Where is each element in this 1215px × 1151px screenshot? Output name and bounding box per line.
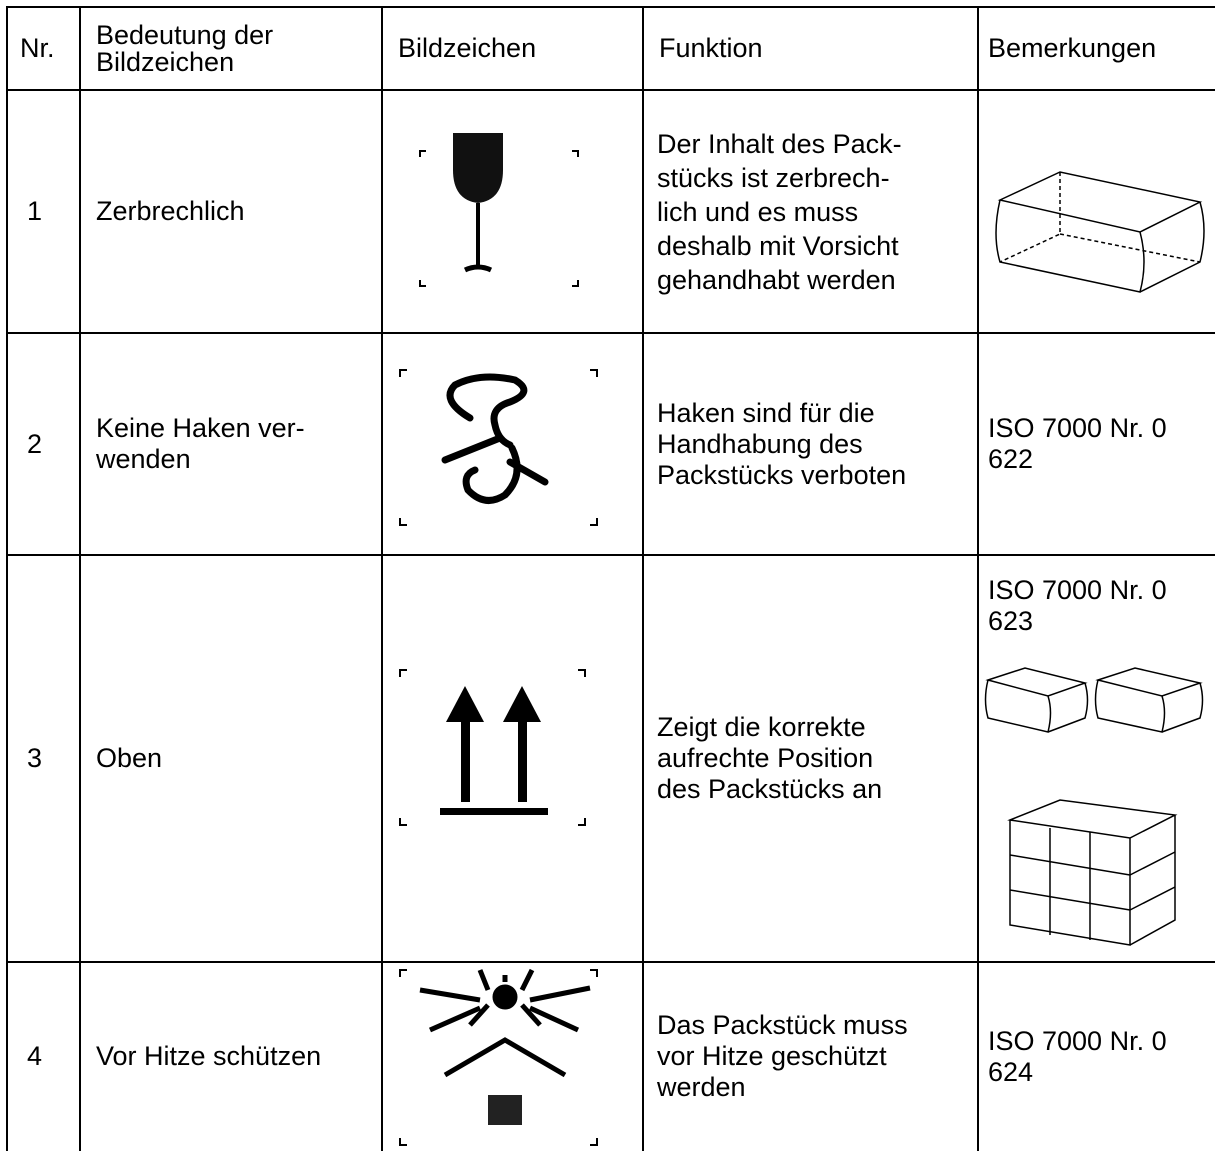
header-cell: Bedeutung der Bildzeichen [96,19,274,77]
header-cell: Bildzeichen [398,33,537,63]
table-grid [6,6,1215,1151]
corner-marks [399,150,598,1146]
header-cell: Nr. [20,33,55,63]
nr-cell: 2 [27,428,43,459]
bemerkung-cell: ISO 7000 Nr. 0 623 [988,575,1167,636]
fragile-icon [453,133,503,273]
funktion-cell: Zeigt die korrekte aufrechte Position de… [657,712,883,804]
nr-cell: 1 [27,196,43,226]
header-cell: Bemerkungen [988,33,1157,63]
nr-cell: 4 [27,1041,43,1071]
bedeutung-cell: Vor Hitze schützen [96,1041,322,1071]
bedeutung-cell: Oben [96,743,163,773]
bedeutung-cell: Zerbrechlich [96,196,245,226]
nr-cell: 3 [27,743,43,773]
header-cell: Funktion [659,33,763,63]
bemerkung-cell: ISO 7000 Nr. 0 622 [988,413,1167,474]
heat-icon [419,968,591,1125]
funktion-cell: Haken sind für die Handhabung des Packst… [657,397,907,490]
this-way-up-icon [440,686,548,815]
funktion-cell: Das Packstück muss vor Hitze geschützt w… [657,1010,908,1102]
package-sketches [984,171,1205,946]
hook-icon [441,373,549,504]
funktion-cell: Der Inhalt des Pack- stücks ist zerbrech… [657,128,902,295]
bedeutung-cell: Keine Haken ver- wenden [96,413,305,474]
bemerkung-cell: ISO 7000 Nr. 0 624 [988,1025,1167,1087]
